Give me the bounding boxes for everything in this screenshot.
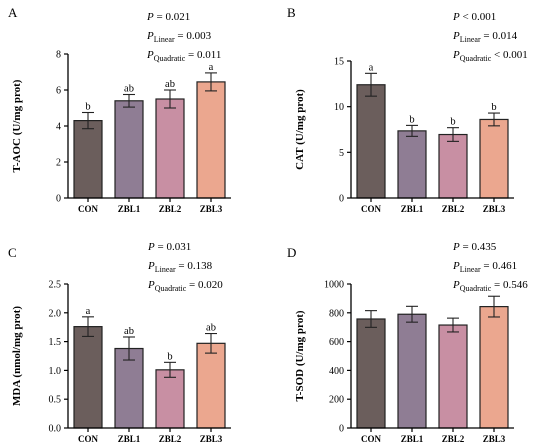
y-tick-label: 2.5 bbox=[49, 280, 62, 291]
y-tick-label: 2 bbox=[56, 158, 61, 169]
y-tick-label: 1.5 bbox=[49, 337, 62, 348]
significance-letter: a bbox=[86, 306, 91, 317]
bar-zbl2 bbox=[155, 369, 185, 429]
y-tick-label: 6 bbox=[56, 86, 61, 97]
x-tick-label: ZBL2 bbox=[159, 204, 182, 214]
bar-con bbox=[73, 119, 103, 199]
x-tick-label: CON bbox=[361, 204, 382, 214]
p-value-text: P = 0.021 bbox=[146, 11, 190, 23]
x-tick-label: ZBL1 bbox=[401, 204, 424, 214]
panel-letter: C bbox=[8, 245, 17, 260]
panel-a: Ab CON ab ZBL1 ab ZBL2 a ZBL3 0 2 4 6 8 T-AOC (U/mg p… bbox=[8, 5, 231, 214]
x-tick-label: ZBL2 bbox=[442, 204, 465, 214]
significance-letter: b bbox=[409, 114, 414, 125]
y-tick-label: 0 bbox=[56, 194, 61, 205]
bar-zbl2 bbox=[155, 98, 185, 199]
x-tick-label: ZBL1 bbox=[118, 434, 141, 444]
y-axis-label: CAT (U/mg prot) bbox=[294, 89, 306, 170]
bar-zbl3 bbox=[196, 81, 226, 199]
panel-b: Ba CON b ZBL1 b ZBL2 b ZBL3 0 5 10 15 CAT (U/mg prot… bbox=[287, 5, 528, 214]
x-tick-label: ZBL2 bbox=[159, 434, 182, 444]
x-tick-label: CON bbox=[361, 434, 382, 444]
y-tick-label: 0.5 bbox=[49, 395, 62, 406]
y-tick-label: 4 bbox=[56, 122, 61, 133]
p-value-text: P = 0.435 bbox=[452, 241, 497, 253]
x-tick-label: ZBL3 bbox=[200, 434, 223, 444]
x-tick-label: ZBL3 bbox=[483, 434, 506, 444]
y-tick-label: 10 bbox=[334, 102, 344, 113]
y-tick-label: 1000 bbox=[324, 280, 344, 291]
bar-zbl2 bbox=[438, 133, 468, 199]
y-tick-label: 800 bbox=[329, 308, 344, 319]
panel-d: D CON ZBL1 ZBL2 ZBL3 0 200 400 600 800 1000 T-SOD (… bbox=[287, 241, 528, 444]
panel-letter: B bbox=[287, 5, 296, 20]
y-tick-label: 15 bbox=[334, 57, 344, 68]
significance-letter: b bbox=[491, 102, 496, 113]
y-axis-label: MDA (nmol/mg prot) bbox=[11, 306, 23, 406]
p-value-text: P = 0.031 bbox=[147, 241, 191, 253]
significance-letter: ab bbox=[206, 323, 216, 334]
bar-con bbox=[73, 326, 103, 429]
p-value-text: PQuadratic < 0.001 bbox=[452, 49, 528, 63]
x-tick-label: ZBL2 bbox=[442, 434, 465, 444]
p-value-text: P < 0.001 bbox=[452, 11, 496, 23]
x-tick-label: ZBL3 bbox=[483, 204, 506, 214]
x-tick-label: ZBL1 bbox=[118, 204, 141, 214]
bar-zbl3 bbox=[479, 306, 509, 429]
p-value-text: PQuadratic = 0.020 bbox=[147, 279, 223, 293]
significance-letter: ab bbox=[124, 326, 134, 337]
x-tick-label: CON bbox=[78, 434, 99, 444]
p-value-text: PLinear = 0.461 bbox=[452, 260, 517, 274]
y-tick-label: 600 bbox=[329, 337, 344, 348]
x-tick-label: CON bbox=[78, 204, 99, 214]
p-value-text: PLinear = 0.014 bbox=[452, 30, 518, 44]
y-tick-label: 0 bbox=[339, 194, 344, 205]
y-tick-label: 1.0 bbox=[49, 366, 62, 377]
bar-zbl1 bbox=[397, 313, 427, 429]
bar-zbl3 bbox=[196, 342, 226, 429]
panel-c: Ca CON ab ZBL1 b ZBL2 ab ZBL3 0.0 0.5 1.0 1.5 2.0 2.5… bbox=[8, 241, 231, 444]
bar-zbl3 bbox=[479, 118, 509, 199]
p-value-text: PLinear = 0.003 bbox=[146, 30, 212, 44]
panel-letter: D bbox=[287, 245, 296, 260]
significance-letter: a bbox=[369, 62, 374, 73]
p-value-text: PQuadratic = 0.546 bbox=[452, 279, 528, 293]
significance-letter: a bbox=[209, 62, 214, 73]
y-axis-label: T-SOD (U/mg prot) bbox=[294, 310, 306, 401]
p-value-text: PLinear = 0.138 bbox=[147, 260, 213, 274]
significance-letter: b bbox=[450, 117, 455, 128]
y-tick-label: 200 bbox=[329, 395, 344, 406]
bar-zbl2 bbox=[438, 324, 468, 429]
y-axis-label: T-AOC (U/mg prot) bbox=[11, 79, 23, 172]
y-tick-label: 400 bbox=[329, 366, 344, 377]
bar-zbl1 bbox=[114, 100, 144, 199]
y-tick-label: 8 bbox=[56, 50, 61, 61]
panel-letter: A bbox=[8, 5, 18, 20]
y-tick-label: 0.0 bbox=[49, 424, 62, 435]
bar-con bbox=[356, 318, 386, 429]
significance-letter: ab bbox=[165, 79, 175, 90]
p-value-text: PQuadratic = 0.011 bbox=[146, 49, 221, 63]
significance-letter: b bbox=[85, 102, 90, 113]
y-tick-label: 0 bbox=[339, 424, 344, 435]
bar-zbl1 bbox=[114, 347, 144, 429]
x-tick-label: ZBL3 bbox=[200, 204, 223, 214]
y-tick-label: 2.0 bbox=[49, 308, 62, 319]
significance-letter: ab bbox=[124, 84, 134, 95]
x-tick-label: ZBL1 bbox=[401, 434, 424, 444]
y-tick-label: 5 bbox=[339, 148, 344, 159]
significance-letter: b bbox=[167, 351, 172, 362]
bar-zbl1 bbox=[397, 130, 427, 199]
bar-con bbox=[356, 84, 386, 199]
